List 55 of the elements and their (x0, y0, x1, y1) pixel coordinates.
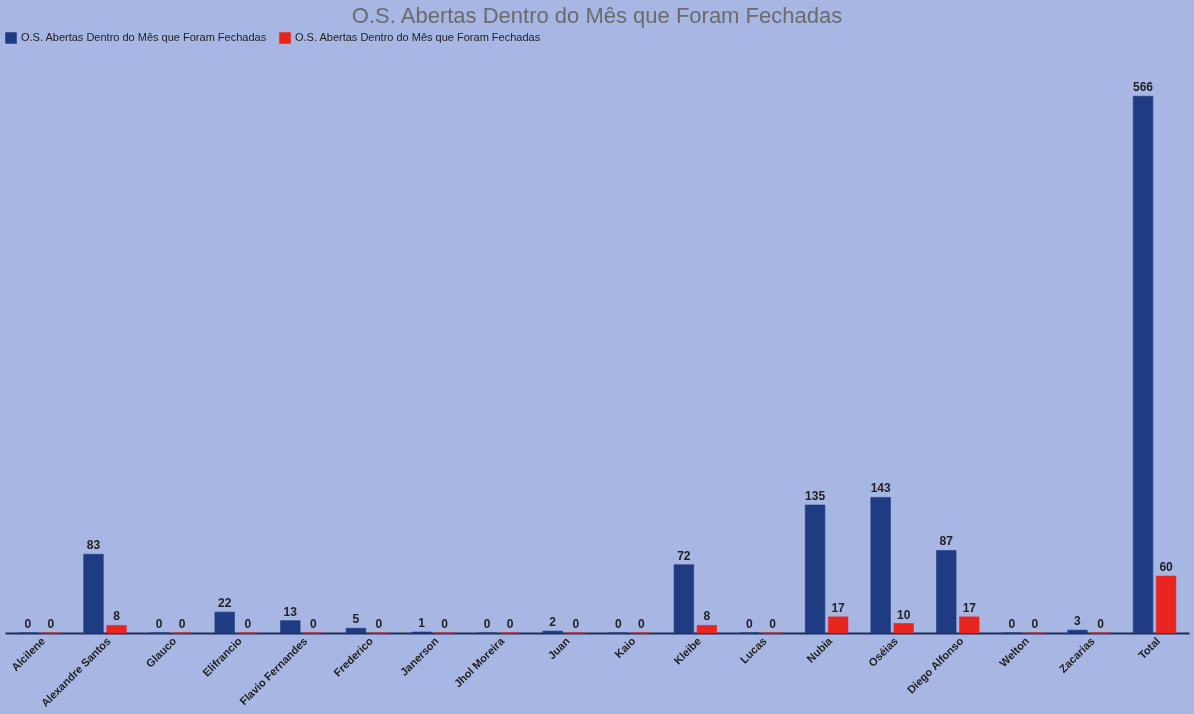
legend-label: O.S. Abertas Dentro do Mês que Foram Fechadas (295, 31, 541, 43)
data-label: 0 (310, 617, 317, 631)
data-label: 0 (1031, 617, 1039, 631)
data-label: 5 (352, 612, 360, 627)
bar (1155, 575, 1177, 634)
bar (1132, 95, 1154, 634)
data-label: 8 (703, 609, 711, 624)
data-label: 135 (805, 488, 826, 503)
bar (673, 564, 694, 634)
bar (696, 625, 718, 634)
data-label: 0 (572, 617, 580, 631)
data-label: 72 (677, 548, 691, 563)
data-label: 0 (47, 617, 55, 631)
bar (214, 611, 235, 634)
data-label: 0 (375, 617, 383, 631)
data-label: 10 (897, 607, 911, 622)
data-label: 0 (614, 617, 622, 631)
data-label: 0 (441, 617, 449, 631)
legend-label: O.S. Abertas Dentro do Mês que Foram Fechadas (21, 31, 267, 43)
data-label: 1 (418, 616, 426, 631)
data-label: 0 (506, 617, 514, 631)
data-label: 8 (113, 609, 121, 624)
data-label: 13 (283, 604, 298, 619)
bar (804, 504, 826, 634)
data-label: 22 (218, 596, 232, 611)
data-label: 60 (1159, 560, 1174, 575)
bar (828, 616, 849, 634)
bar (1067, 629, 1088, 634)
data-label: 83 (86, 538, 101, 553)
data-label: 17 (962, 600, 977, 615)
bar (870, 497, 891, 634)
bar (936, 550, 957, 634)
bar (280, 620, 301, 634)
data-label: 0 (637, 617, 645, 631)
bar (893, 623, 914, 634)
data-label: 87 (939, 534, 954, 549)
data-label: 3 (1074, 614, 1082, 629)
bar (345, 627, 366, 634)
data-label: 0 (1008, 617, 1016, 631)
data-label: 2 (549, 615, 557, 630)
data-label: 566 (1133, 80, 1154, 95)
bar (959, 616, 980, 634)
data-label: 0 (155, 617, 163, 631)
bar (83, 553, 104, 634)
data-label: 0 (483, 617, 491, 631)
chart-title: O.S. Abertas Dentro do Mês que Foram Fechadas (351, 3, 843, 28)
data-label: 0 (24, 617, 32, 631)
data-label: 0 (244, 617, 252, 631)
data-label: 0 (746, 617, 754, 631)
data-label: 0 (1097, 617, 1105, 631)
data-label: 143 (870, 481, 891, 496)
data-label: 0 (178, 617, 186, 631)
data-label: 17 (831, 600, 846, 615)
bar (106, 625, 127, 634)
data-label: 0 (769, 617, 777, 631)
